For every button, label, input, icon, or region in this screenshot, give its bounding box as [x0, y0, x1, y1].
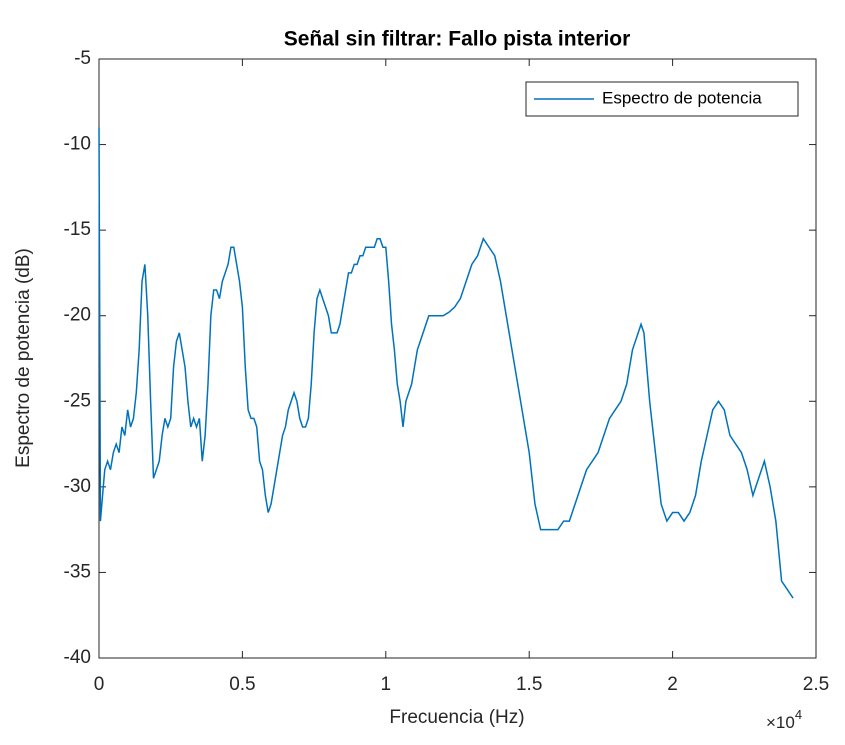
y-tick-label: -15 [64, 219, 91, 240]
y-tick-label: -40 [64, 647, 91, 668]
chart-title: Señal sin filtrar: Fallo pista interior [284, 28, 631, 51]
y-tick-label: -10 [64, 134, 91, 155]
data-line [98, 127, 794, 599]
y-tick-label: -30 [64, 476, 91, 497]
x-scale-base: ×10 [766, 713, 795, 732]
y-tick-label: -35 [64, 561, 91, 582]
y-axis-label: Espectro de potencia (dB) [13, 248, 34, 468]
x-tick-label: 0 [94, 674, 105, 695]
x-axis-label: Frecuencia (Hz) [389, 707, 524, 728]
legend-label: Espectro de potencia [602, 88, 762, 107]
plot-area [98, 58, 817, 659]
y-tick-label: -25 [64, 390, 91, 411]
x-scale-label: ×104 [766, 707, 802, 732]
x-tick-label: 1.5 [516, 674, 542, 695]
x-scale-exponent: 4 [795, 707, 802, 722]
x-tick-label: 1 [381, 674, 392, 695]
x-tick-label: 2 [667, 674, 678, 695]
x-tick-label: 2.5 [803, 674, 829, 695]
y-tick-label: -5 [74, 48, 91, 69]
x-tick-label: 0.5 [229, 674, 255, 695]
y-tick-label: -20 [64, 305, 91, 326]
